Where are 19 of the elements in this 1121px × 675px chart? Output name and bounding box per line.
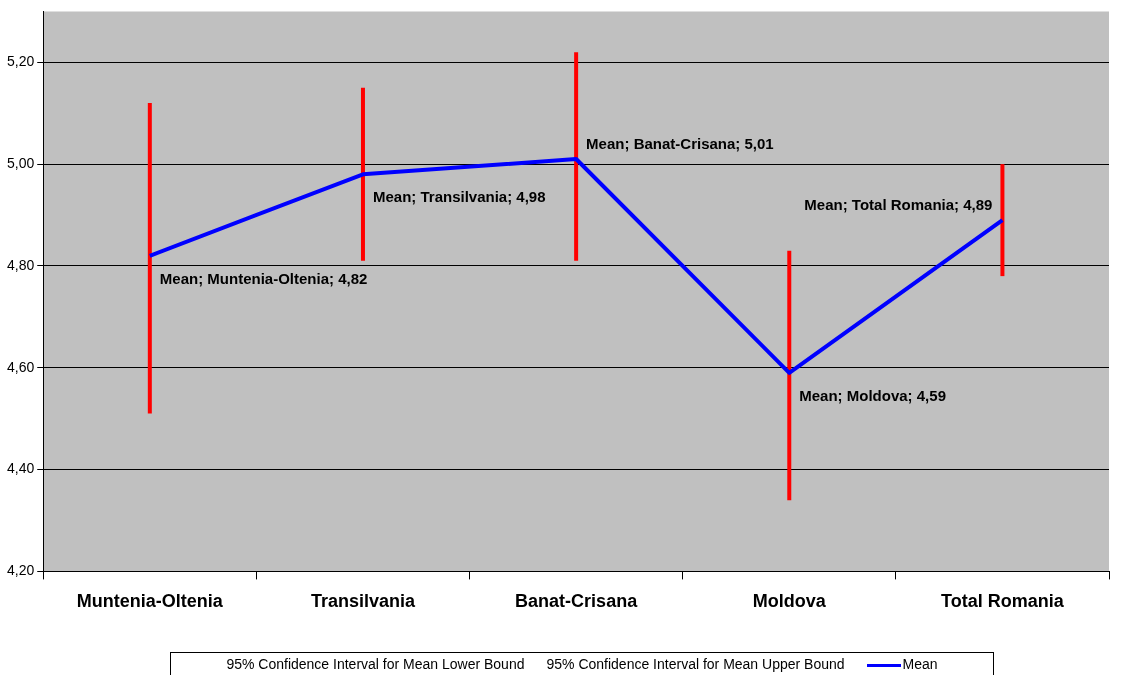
legend-label: Mean bbox=[901, 656, 938, 672]
x-tick-label: Total Romania bbox=[941, 591, 1065, 612]
x-tick-label: Muntenia-Oltenia bbox=[76, 591, 224, 612]
text: 95% Confidence Interval for Mean Lower Bound bbox=[226, 656, 525, 672]
y-tick-label: 5,20 bbox=[7, 53, 35, 70]
data-label: Mean; Muntenia-Oltenia; 4,82 bbox=[159, 269, 368, 287]
x-tick-label: Moldova bbox=[752, 591, 827, 612]
y-tick-label: 5,00 bbox=[7, 154, 35, 171]
y-tick-label: 4,20 bbox=[7, 562, 35, 579]
data-label: Mean; Banat-Crisana; 5,01 bbox=[586, 135, 774, 153]
data-label: Mean; Moldova; 4,59 bbox=[799, 387, 946, 404]
y-tick-label: 4,60 bbox=[7, 358, 35, 375]
y-tick-label: 4,80 bbox=[7, 256, 35, 273]
data-label: Mean; Transilvania; 4,98 bbox=[372, 188, 546, 206]
data-label: Mean; Total Romania; 4,89 bbox=[804, 196, 993, 214]
x-tick-label: Transilvania bbox=[310, 591, 416, 612]
x-tick-label: Banat-Crisana bbox=[515, 591, 639, 612]
y-tick-label: 4,40 bbox=[7, 460, 35, 477]
text: 95% Confidence Interval for Mean Upper Bound bbox=[546, 656, 845, 672]
